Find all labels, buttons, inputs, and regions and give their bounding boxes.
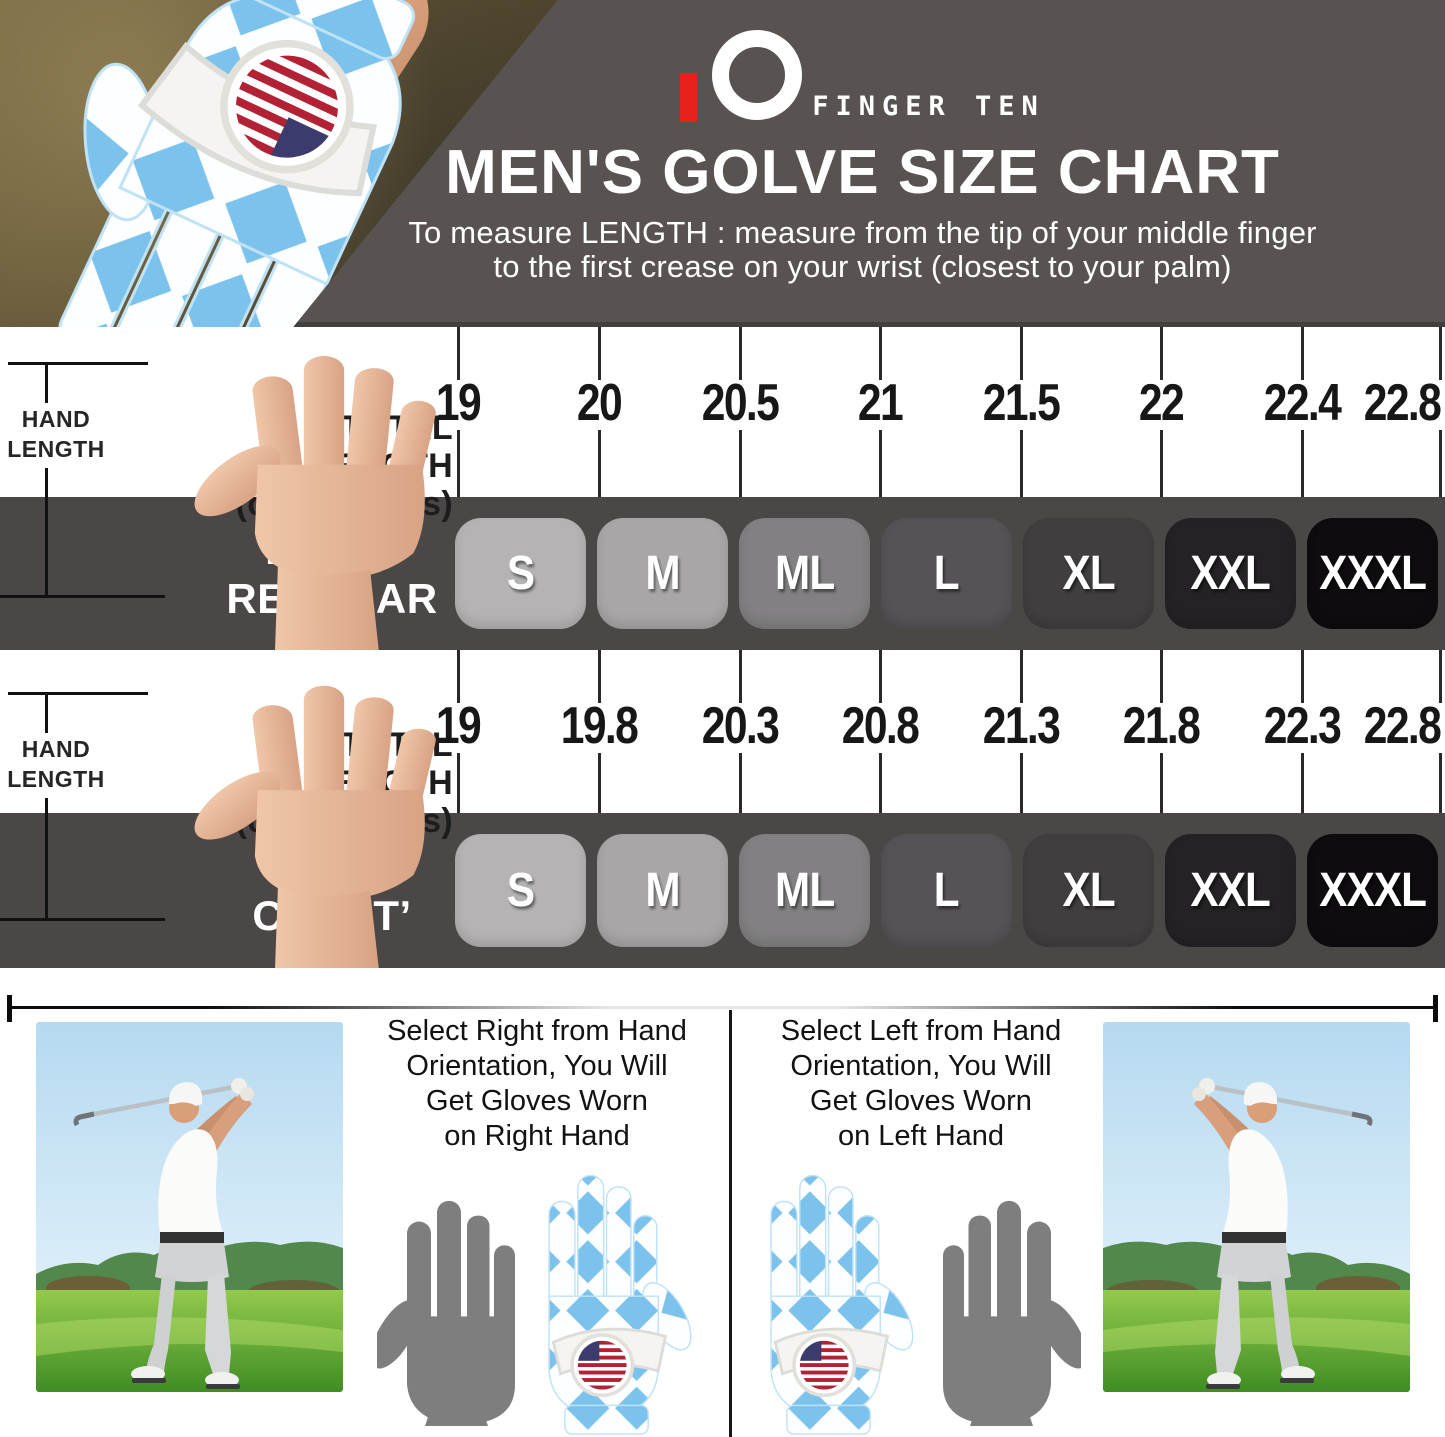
golfer-swing-illustration xyxy=(1103,1022,1410,1392)
measure-instructions-line2: to the first crease on your wrist (close… xyxy=(493,249,1232,284)
length-value: 21.3 xyxy=(982,697,1061,755)
bracket-vertical-line xyxy=(45,692,48,733)
length-value: 19.8 xyxy=(560,697,639,755)
size-pill: M xyxy=(597,518,728,629)
bracket-vertical-line xyxy=(45,468,48,597)
length-value: 21.5 xyxy=(982,374,1061,432)
length-value: 22.4 xyxy=(1263,374,1342,432)
frame-top-line xyxy=(7,995,1438,1022)
length-value: 20.8 xyxy=(841,697,920,755)
size-pill: XXXL xyxy=(1307,518,1438,629)
bracket-vertical-line xyxy=(45,798,48,920)
length-value: 21 xyxy=(857,374,904,432)
size-pill: XL xyxy=(1023,834,1154,947)
logo-ring-icon xyxy=(712,30,803,120)
size-pill: M xyxy=(597,834,728,947)
left-hand-guide-text: Select Left from Hand Orientation, You W… xyxy=(780,1015,1062,1152)
hand-length-label: HAND LENGTH xyxy=(7,406,105,462)
size-pill: ML xyxy=(739,518,870,629)
length-value: 21.8 xyxy=(1122,697,1201,755)
length-value: 20 xyxy=(576,374,623,432)
bracket-bottom-line xyxy=(0,595,165,598)
size-pill: S xyxy=(455,834,586,947)
hand-photo xyxy=(180,356,439,650)
bracket-top-line xyxy=(8,362,148,365)
right-guide-hands xyxy=(351,1164,723,1437)
size-pill: XXL xyxy=(1165,518,1296,629)
bracket-top-line xyxy=(8,692,148,695)
regular-size-pills: S M ML L XL XXL XXXL xyxy=(455,518,1438,629)
length-value: 22 xyxy=(1138,374,1185,432)
header-content: FINGER TEN MEN'S GOLVE SIZE CHART To mea… xyxy=(280,0,1445,284)
right-hand-guide-text: Select Right from Hand Orientation, You … xyxy=(387,1015,687,1152)
golfer-swing-illustration xyxy=(36,1022,343,1392)
size-pill: XXXL xyxy=(1307,834,1438,947)
brand-name: FINGER TEN xyxy=(812,91,1045,122)
length-value: 22.3 xyxy=(1263,697,1342,755)
size-pill: XXL xyxy=(1165,834,1296,947)
logo-red-bar-icon xyxy=(680,73,698,122)
measure-instructions: To measure LENGTH : measure from the tip… xyxy=(280,216,1445,284)
measure-instructions-line1: To measure LENGTH : measure from the tip… xyxy=(408,215,1317,250)
gray-hand-silhouette xyxy=(943,1200,1081,1426)
hand-orientation-guide: Select Right from Hand Orientation, You … xyxy=(0,968,1445,1437)
length-value: 22.8 xyxy=(1363,374,1442,432)
gray-hand-silhouette xyxy=(377,1200,515,1426)
size-pill: XL xyxy=(1023,518,1154,629)
length-value: 19 xyxy=(435,374,482,432)
center-divider xyxy=(729,1010,732,1437)
argyle-glove-image xyxy=(539,1164,697,1437)
size-pill: L xyxy=(881,518,1012,629)
size-pill: ML xyxy=(739,834,870,947)
cadet-size-pills: S M ML L XL XXL XXXL xyxy=(455,834,1438,947)
bracket-vertical-line xyxy=(45,362,48,403)
golfer-photo-left xyxy=(36,1022,343,1392)
size-pill: S xyxy=(455,518,586,629)
size-pill: L xyxy=(881,834,1012,947)
page-title: MEN'S GOLVE SIZE CHART xyxy=(445,138,1280,207)
argyle-glove-image xyxy=(761,1164,919,1437)
length-value: 20.3 xyxy=(701,697,780,755)
length-value: 22.8 xyxy=(1363,697,1442,755)
header-banner: FINGER TEN MEN'S GOLVE SIZE CHART To mea… xyxy=(0,0,1445,327)
golfer-photo-right xyxy=(1103,1022,1410,1392)
brand-logo: FINGER TEN xyxy=(280,26,1445,123)
left-guide-hands xyxy=(735,1164,1107,1437)
length-value: 19 xyxy=(435,697,482,755)
regular-size-row: MEN'S REGULAR S M ML L XL XXL XXXL xyxy=(0,497,1445,650)
left-hand-guide: Select Left from Hand Orientation, You W… xyxy=(735,1014,1107,1437)
right-hand-guide: Select Right from Hand Orientation, You … xyxy=(351,1014,723,1437)
length-value: 20.5 xyxy=(701,374,780,432)
hand-length-label: HAND LENGTH xyxy=(7,736,105,792)
header-bottom-edge xyxy=(0,322,1445,327)
bracket-bottom-line xyxy=(0,918,165,921)
hand-photo xyxy=(180,685,439,968)
